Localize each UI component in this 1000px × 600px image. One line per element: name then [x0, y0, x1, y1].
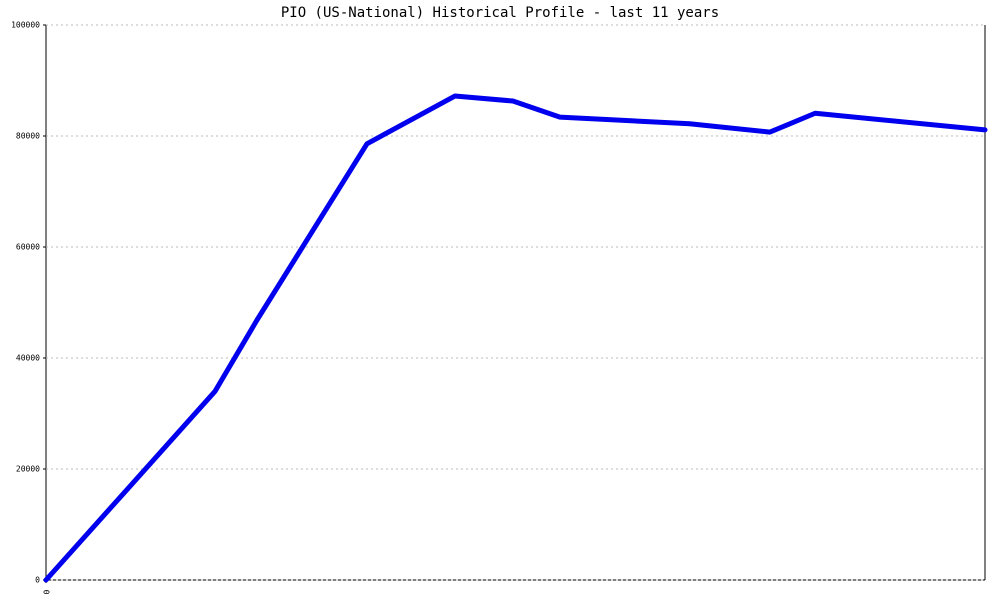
x-tick-label: 0: [42, 590, 51, 595]
y-tick-label: 20000: [16, 465, 40, 474]
chart-title: PIO (US-National) Historical Profile - l…: [281, 5, 719, 21]
y-tick-label: 40000: [16, 354, 40, 363]
data-line: [43, 93, 988, 583]
y-tick-label: 100000: [11, 21, 40, 30]
y-tick-label: 60000: [16, 243, 40, 252]
y-tick-label: 0: [35, 576, 40, 585]
y-tick-label: 80000: [16, 132, 40, 141]
